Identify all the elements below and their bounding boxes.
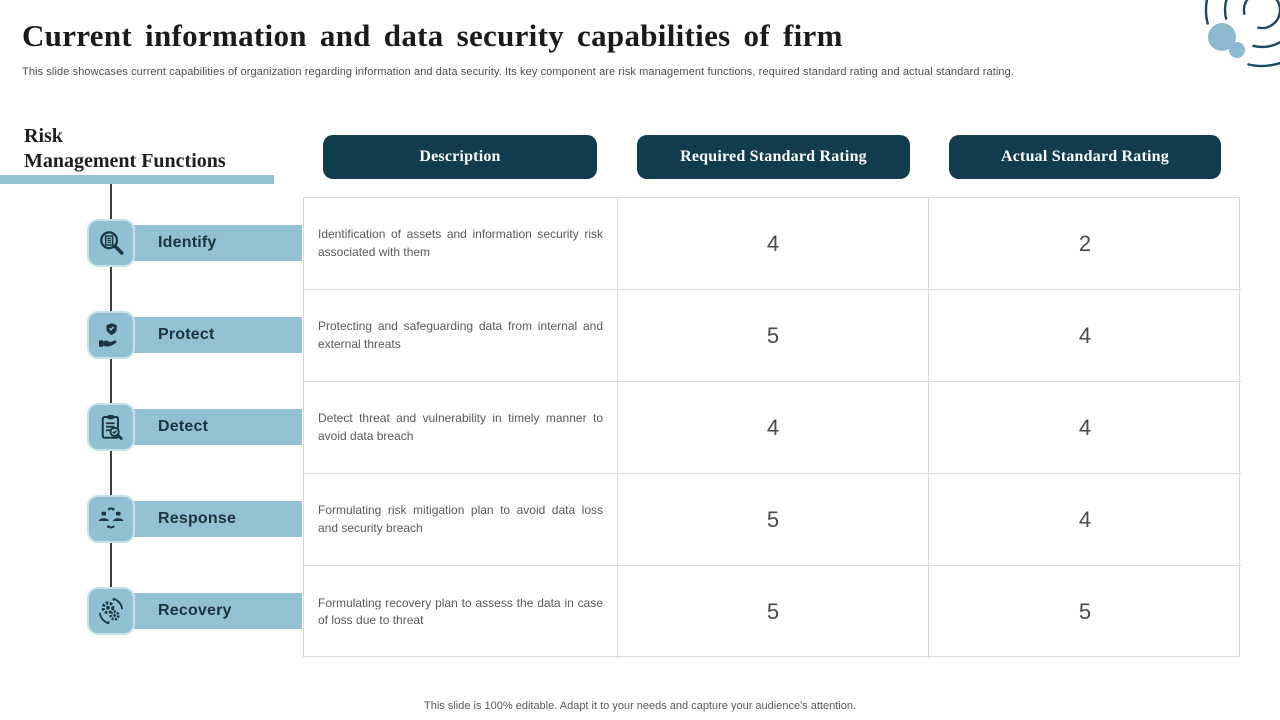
- risk-functions-heading-line2: Management Functions: [24, 150, 226, 172]
- people-exchange-icon: [87, 495, 135, 543]
- function-item-identify: Identify: [87, 219, 302, 267]
- actual-rating-cell: 4: [929, 290, 1241, 382]
- function-item-recovery: Recovery: [87, 587, 302, 635]
- required-rating-cell: 5: [618, 566, 929, 658]
- magnifier-document-icon: [87, 219, 135, 267]
- page-subtitle: This slide showcases current capabilitie…: [22, 66, 1014, 78]
- function-label: Response: [130, 501, 302, 537]
- function-item-response: Response: [87, 495, 302, 543]
- function-label: Protect: [130, 317, 302, 353]
- risk-functions-heading: Risk Management Functions: [24, 124, 226, 174]
- description-cell: Identification of assets and information…: [304, 198, 618, 290]
- description-cell: Formulating risk mitigation plan to avoi…: [304, 474, 618, 566]
- required-rating-cell: 5: [618, 290, 929, 382]
- description-cell: Formulating recovery plan to assess the …: [304, 566, 618, 658]
- connector-line: [110, 184, 112, 611]
- ratings-table: Identification of assets and information…: [303, 197, 1241, 658]
- function-item-detect: Detect: [87, 403, 302, 451]
- required-rating-cell: 5: [618, 474, 929, 566]
- actual-rating-cell: 4: [929, 474, 1241, 566]
- required-rating-cell: 4: [618, 198, 929, 290]
- function-item-protect: Protect: [87, 311, 302, 359]
- description-cell: Detect threat and vulnerability in timel…: [304, 382, 618, 474]
- function-label: Recovery: [130, 593, 302, 629]
- column-header-description: Description: [323, 135, 597, 179]
- required-rating-cell: 4: [618, 382, 929, 474]
- orbit-logo-icon: [1204, 0, 1280, 68]
- clipboard-check-magnifier-icon: [87, 403, 135, 451]
- description-cell: Protecting and safeguarding data from in…: [304, 290, 618, 382]
- actual-rating-cell: 5: [1078, 599, 1092, 624]
- column-header-actual-rating: Actual Standard Rating: [949, 135, 1221, 179]
- function-label: Detect: [130, 409, 302, 445]
- actual-rating-cell: 2: [929, 198, 1241, 290]
- gears-refresh-icon: [87, 587, 135, 635]
- editable-note: This slide is 100% editable. Adapt it to…: [424, 700, 856, 712]
- actual-rating-cell: 4: [929, 382, 1241, 474]
- page-title: Current information and data security ca…: [22, 18, 843, 53]
- function-label: Identify: [130, 225, 302, 261]
- risk-functions-heading-line1: Risk: [24, 125, 63, 147]
- column-header-required-rating: Required Standard Rating: [637, 135, 910, 179]
- heading-underline-bar: [0, 175, 274, 184]
- hand-shield-icon: [87, 311, 135, 359]
